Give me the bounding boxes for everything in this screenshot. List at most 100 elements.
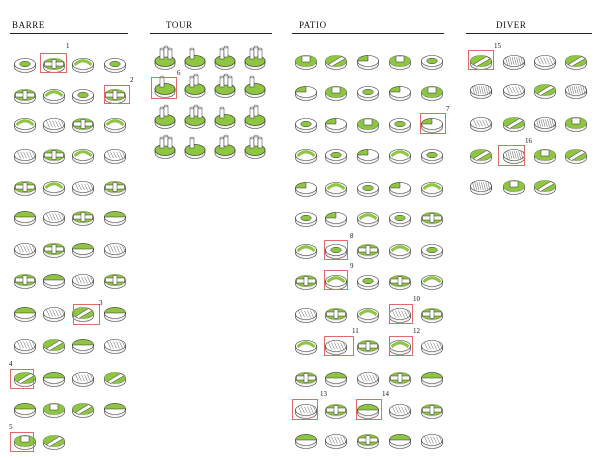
highlight-box [292,399,318,420]
module-icon [389,149,411,164]
module-icon [295,118,317,133]
module-icon [357,372,379,387]
module-icon [325,118,347,133]
module-icon [43,211,65,226]
module-icon [43,339,65,354]
module-icon [184,104,206,129]
highlight-number: 12 [413,327,420,335]
module-icon [421,340,443,355]
module-icon [565,149,587,164]
highlight-box [389,336,413,356]
module-icon [72,58,94,73]
module-icon [72,243,94,258]
module-icon [214,73,236,98]
module-icon [389,404,411,419]
module-icon [43,307,65,322]
module-icon [503,149,526,164]
module-icon [421,372,443,387]
module-icon [104,339,126,354]
module-icon [184,47,206,70]
module-icon [421,86,443,101]
module-icon [357,308,379,323]
module-icon [14,403,36,418]
module-icon [421,244,443,259]
highlight-box [40,53,67,73]
module-icon [295,372,317,387]
module-icon [389,212,411,227]
module-icon [244,104,266,129]
highlight-box [389,304,413,324]
module-icon [503,180,525,195]
highlight-box [468,50,494,70]
module-icon [470,84,493,99]
module-icon [421,55,443,70]
column-rule-patio [292,33,444,34]
module-icon [14,243,36,258]
module-icon [14,274,36,289]
module-icon [14,58,36,73]
module-icon [421,182,443,197]
module-icon [72,211,94,226]
module-icon [389,244,411,259]
module-icon [357,118,379,133]
module-icon [503,55,526,70]
module-icon [565,117,587,132]
module-icon [421,118,443,133]
module-icon [43,372,65,387]
module-icon [104,211,126,226]
highlight-box [324,270,348,290]
highlight-box [356,399,382,420]
module-icon [43,435,65,450]
module-icon [421,404,443,419]
module-icon [295,55,317,70]
highlight-number: 15 [494,42,501,50]
highlight-box [10,432,34,452]
module-icon [389,182,411,197]
module-icon [104,274,126,289]
module-icon [154,104,176,129]
module-icon [104,89,126,104]
module-icon [14,89,36,104]
module-icon [295,244,317,259]
module-icon [357,340,379,355]
highlight-number: 4 [9,360,13,368]
module-icon [43,274,65,289]
module-icon [295,275,317,290]
module-icon [325,404,347,419]
module-icon [104,118,126,133]
module-icon [72,149,94,164]
module-icon [72,403,94,418]
column-title-diver: DIVER [496,20,527,30]
highlight-box [10,369,34,389]
module-icon [72,181,94,196]
module-icon [184,73,206,98]
module-icon [325,434,347,449]
module-icon [325,182,347,197]
module-icon [104,403,126,418]
module-icon [214,45,236,70]
highlight-number: 9 [350,262,354,270]
module-icon [295,149,317,164]
module-icon [421,308,443,323]
module-icon [389,340,411,355]
highlight-box [324,336,354,356]
module-icon [389,86,411,101]
highlight-box [104,85,130,104]
module-icon [325,340,347,355]
highlight-number: 5 [9,423,13,431]
module-icon [14,181,36,196]
highlight-number: 3 [99,299,103,307]
highlight-number: 11 [352,327,359,335]
module-icon [325,86,347,101]
module-icon [421,275,443,290]
module-icon [503,84,525,99]
module-icon [43,89,65,104]
module-icon [154,75,176,98]
module-icon [104,58,126,73]
module-icon [14,339,36,354]
highlight-box [151,77,177,99]
module-icon [104,372,126,387]
module-icon [325,244,347,259]
module-icon [72,118,94,133]
